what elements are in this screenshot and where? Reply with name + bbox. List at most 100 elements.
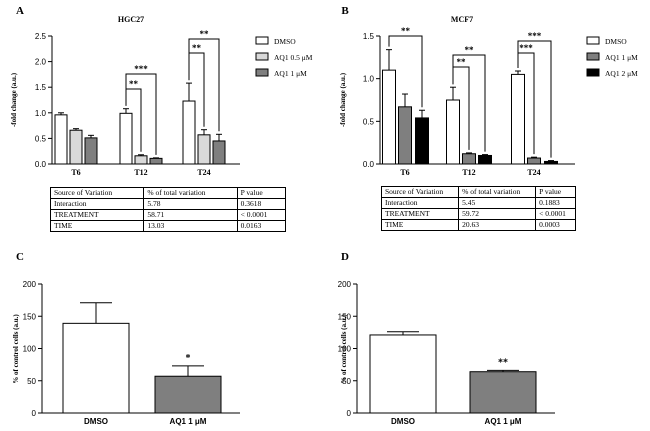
- y-tick-label: 1.0: [35, 109, 47, 118]
- y-axis-label: -fold change (a.u.): [339, 72, 347, 127]
- x-tick-label: AQ1 1 μM: [170, 417, 207, 426]
- table-cell: TIME: [49, 220, 145, 232]
- bar: [446, 99, 460, 165]
- significance-label: ***: [519, 43, 533, 53]
- y-tick-label: 1.5: [363, 32, 375, 41]
- legend-swatch: [586, 36, 600, 45]
- y-tick-label: 0.0: [363, 160, 375, 169]
- legend-label: DMSO: [605, 37, 627, 46]
- x-tick-label: T6: [71, 168, 80, 177]
- table-header-cell: Source of Variation: [49, 187, 145, 199]
- bar: [134, 155, 148, 165]
- bar: [369, 334, 437, 414]
- significance-bracket: [188, 38, 220, 132]
- x-tick-label: T12: [134, 168, 147, 177]
- significance-label: **: [465, 45, 475, 55]
- bar: [544, 160, 558, 165]
- legend-label: DMSO: [274, 37, 296, 46]
- table-row: TREATMENT 58.71 < 0.0001: [49, 209, 287, 221]
- panel-title: MCF7: [451, 15, 473, 24]
- x-tick-label: DMSO: [391, 417, 415, 426]
- table-cell: < 0.0001: [535, 208, 576, 220]
- legend-swatch: [255, 52, 269, 61]
- significance-label: **: [192, 43, 202, 53]
- table-cell: 59.72: [458, 208, 537, 220]
- table-cell: 13.03: [143, 220, 238, 232]
- table-row: Interaction 5.78 0.3618: [49, 198, 287, 210]
- y-tick-label: 1.0: [363, 75, 375, 84]
- bar: [415, 117, 429, 165]
- significance-label: **: [200, 29, 210, 39]
- bar: [84, 137, 98, 165]
- legend-label: AQ1 0.5 μM: [274, 53, 313, 62]
- panel-label: C: [16, 251, 24, 263]
- table-cell: TREATMENT: [49, 209, 145, 221]
- y-tick-label: 200: [23, 280, 37, 289]
- bar: [54, 114, 68, 165]
- table-cell: 0.3618: [236, 198, 287, 210]
- y-tick-label: 0: [347, 409, 352, 418]
- table-header-cell: Source of Variation: [380, 186, 460, 198]
- x-tick-label: T12: [462, 168, 475, 177]
- bar: [382, 69, 396, 165]
- significance-bracket: [452, 54, 486, 152]
- bar: [462, 153, 476, 165]
- panel-label: A: [16, 5, 24, 17]
- legend-swatch: [586, 52, 600, 61]
- bar: [478, 154, 492, 165]
- x-tick-label: T24: [197, 168, 210, 177]
- legend-label: AQ1 2 μM: [605, 69, 638, 78]
- bar: [197, 134, 211, 165]
- significance-bracket: [388, 35, 423, 108]
- bar: [212, 140, 226, 165]
- table-cell: 58.71: [143, 209, 238, 221]
- y-tick-label: 0: [32, 409, 37, 418]
- table-cell: 20.63: [458, 219, 537, 231]
- panel-a-stats-table: Source of Variation % of total variation…: [49, 187, 287, 232]
- x-tick-label: T6: [400, 168, 409, 177]
- table-header-cell: P value: [535, 186, 576, 198]
- table-row: Interaction 5.45 0.1883: [380, 197, 576, 209]
- table-row: TIME 13.03 0.0163: [49, 220, 287, 232]
- panel-label: D: [341, 251, 349, 263]
- bar: [149, 157, 163, 165]
- y-tick-label: 50: [342, 377, 351, 386]
- table-header-cell: % of total variation: [143, 187, 238, 199]
- legend-label: AQ1 1 μM: [274, 69, 307, 78]
- bar: [69, 129, 83, 165]
- y-axis-label: % of control cells (a.u.): [340, 314, 348, 384]
- y-tick-label: 1.5: [35, 83, 47, 92]
- table-cell: 0.0163: [236, 220, 287, 232]
- x-tick-label: AQ1 1 μM: [485, 417, 522, 426]
- y-tick-label: 150: [23, 312, 37, 321]
- table-header-row: Source of Variation % of total variation…: [380, 186, 576, 198]
- x-tick-label: DMSO: [84, 417, 108, 426]
- bar: [398, 106, 412, 165]
- y-tick-label: 100: [23, 345, 37, 354]
- y-tick-label: 150: [338, 312, 352, 321]
- legend-swatch: [255, 36, 269, 45]
- table-row: TIME 20.63 0.0003: [380, 219, 576, 231]
- significance-label: **: [129, 79, 139, 89]
- significance-label: **: [498, 357, 508, 368]
- y-tick-label: 2.0: [35, 58, 47, 67]
- significance-label: **: [457, 57, 467, 67]
- table-cell: < 0.0001: [236, 209, 287, 221]
- table-cell: Interaction: [380, 197, 460, 209]
- legend-swatch: [586, 68, 600, 77]
- table-cell: 5.45: [458, 197, 537, 209]
- x-tick-label: T24: [527, 168, 540, 177]
- legend-swatch: [255, 68, 269, 77]
- significance-label: *: [186, 353, 191, 364]
- table-header-cell: P value: [236, 187, 287, 199]
- significance-bracket: [125, 73, 157, 155]
- table-header-row: Source of Variation % of total variation…: [49, 187, 287, 199]
- table-cell: 5.78: [143, 198, 238, 210]
- table-cell: TREATMENT: [380, 208, 460, 220]
- bar: [511, 73, 525, 165]
- panel-label: B: [341, 5, 349, 17]
- y-axis-label: % of control cells (a.u.): [12, 314, 20, 384]
- y-tick-label: 50: [27, 377, 36, 386]
- significance-label: ***: [528, 31, 542, 41]
